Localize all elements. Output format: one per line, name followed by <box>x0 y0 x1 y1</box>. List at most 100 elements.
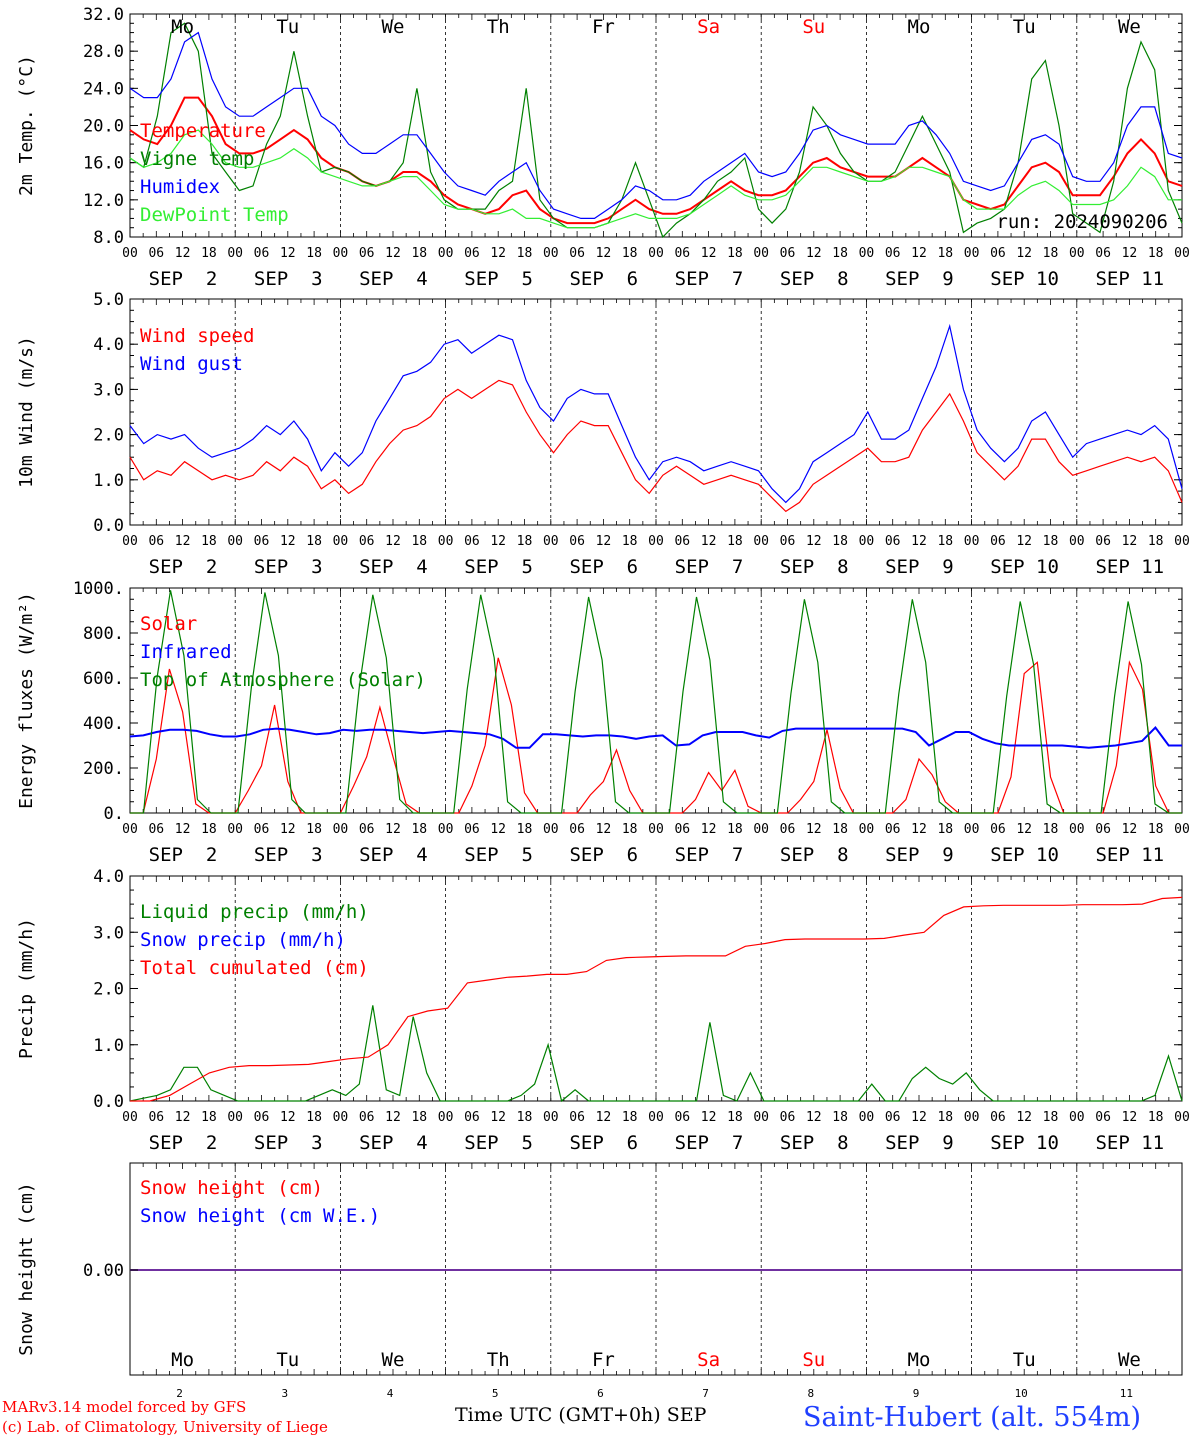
hour-tick-label: 18 <box>411 534 427 549</box>
hour-tick-label: 12 <box>280 822 296 837</box>
hour-tick-label: 00 <box>964 822 980 837</box>
hour-tick-label: 12 <box>701 822 717 837</box>
hour-tick-label: 06 <box>780 822 796 837</box>
hour-tick-label: 06 <box>1095 1110 1111 1125</box>
hour-tick-label: 06 <box>569 1110 585 1125</box>
y-tick-label: 3.0 <box>93 923 124 943</box>
x-axis-title-text: Time UTC (GMT+0h) <box>455 1404 661 1426</box>
hour-tick-label: 18 <box>622 1110 638 1125</box>
hour-tick-label: 06 <box>148 534 164 549</box>
hour-tick-label: 00 <box>753 1110 769 1125</box>
hour-tick-label: 18 <box>727 822 743 837</box>
hour-tick-label: 06 <box>148 246 164 261</box>
legend-entry: Infrared <box>140 641 232 663</box>
legend-entry: Snow height (cm W.E.) <box>140 1205 380 1227</box>
hour-tick-label: 18 <box>1148 822 1164 837</box>
day-name-bottom: Fr <box>592 1349 615 1371</box>
hour-tick-label: 06 <box>569 246 585 261</box>
date-label: SEP 10 <box>990 844 1059 866</box>
date-label: SEP 11 <box>1095 844 1164 866</box>
y-tick-label: 28.0 <box>83 42 124 62</box>
date-label: SEP 5 <box>464 844 533 866</box>
station-label: Saint-Hubert (alt. 554m) <box>803 1402 1142 1433</box>
bottom-day-number: 3 <box>281 1387 288 1400</box>
hour-tick-label: 18 <box>727 246 743 261</box>
hour-tick-label: 12 <box>806 1110 822 1125</box>
y-tick-label: 3.0 <box>93 380 124 400</box>
hour-tick-label: 06 <box>885 534 901 549</box>
series-line <box>129 725 1182 749</box>
hour-tick-label: 06 <box>990 534 1006 549</box>
y-tick-label: 200. <box>83 759 124 779</box>
hour-tick-label: 12 <box>385 246 401 261</box>
hour-tick-label: 00 <box>438 246 454 261</box>
y-tick-label: 16.0 <box>83 154 124 174</box>
hour-tick-label: 12 <box>1016 246 1032 261</box>
y-tick-label: 600. <box>83 669 124 689</box>
y-tick-label: 2.0 <box>93 426 124 446</box>
bottom-day-number: 8 <box>807 1387 814 1400</box>
hour-tick-label: 18 <box>832 246 848 261</box>
date-label: SEP 8 <box>780 556 849 578</box>
y-tick-label: 20.0 <box>83 117 124 137</box>
bottom-day-number: 5 <box>492 1387 499 1400</box>
hour-tick-label: 06 <box>464 822 480 837</box>
hour-tick-label: 18 <box>1148 1110 1164 1125</box>
hour-tick-label: 00 <box>122 534 138 549</box>
hour-tick-label: 18 <box>1148 246 1164 261</box>
hour-tick-label: 06 <box>569 534 585 549</box>
day-name-bottom: Mo <box>171 1349 194 1371</box>
hour-tick-label: 06 <box>254 246 270 261</box>
date-label: SEP 3 <box>254 268 323 290</box>
hour-tick-label: 12 <box>596 822 612 837</box>
date-label: SEP 2 <box>149 268 218 290</box>
hour-tick-label: 06 <box>148 1110 164 1125</box>
hour-tick-label: 00 <box>333 822 349 837</box>
hour-tick-label: 18 <box>201 822 217 837</box>
hour-tick-label: 12 <box>490 1110 506 1125</box>
legend-entry: Temperature <box>140 120 266 142</box>
hour-tick-label: 18 <box>517 822 533 837</box>
y-tick-label: 2.0 <box>93 980 124 1000</box>
hour-tick-label: 18 <box>306 1110 322 1125</box>
y-tick-label: 0.00 <box>83 1261 124 1281</box>
date-label: SEP 4 <box>359 1132 428 1154</box>
legend-entry: Vigne temp <box>140 148 254 170</box>
hour-tick-label: 06 <box>990 246 1006 261</box>
hour-tick-label: 12 <box>911 246 927 261</box>
hour-tick-label: 00 <box>753 822 769 837</box>
hour-tick-label: 00 <box>227 534 243 549</box>
hour-tick-label: 18 <box>1148 534 1164 549</box>
hour-tick-label: 18 <box>1043 822 1059 837</box>
bottom-day-number: 10 <box>1015 1387 1028 1400</box>
hour-tick-label: 18 <box>937 1110 953 1125</box>
hour-tick-label: 18 <box>727 534 743 549</box>
series-line <box>129 379 1183 513</box>
legend-entry: Humidex <box>140 176 220 198</box>
hour-tick-label: 06 <box>569 822 585 837</box>
bottom-day-number: 7 <box>702 1387 709 1400</box>
hour-tick-label: 12 <box>1122 246 1138 261</box>
day-name-bottom: Su <box>802 1349 825 1371</box>
hour-tick-label: 06 <box>464 246 480 261</box>
hour-tick-label: 06 <box>674 822 690 837</box>
hour-tick-label: 18 <box>727 1110 743 1125</box>
hour-tick-label: 00 <box>438 1110 454 1125</box>
date-label: SEP 10 <box>990 268 1059 290</box>
hour-tick-label: 12 <box>911 534 927 549</box>
day-name: Mo <box>908 16 931 38</box>
date-label: SEP 6 <box>569 1132 638 1154</box>
hour-tick-label: 00 <box>122 822 138 837</box>
day-name-bottom: Tu <box>1013 1349 1036 1371</box>
legend-entry: Wind gust <box>140 353 243 375</box>
hour-tick-label: 18 <box>1043 246 1059 261</box>
legend-entry: Wind speed <box>140 325 254 347</box>
series-line <box>129 1005 1183 1103</box>
hour-tick-label: 12 <box>1122 822 1138 837</box>
hour-tick-label: 12 <box>701 1110 717 1125</box>
date-label: SEP 2 <box>149 1132 218 1154</box>
legend-entry: DewPoint Temp <box>140 204 289 226</box>
series-line <box>129 323 1183 504</box>
bottom-day-number: 11 <box>1120 1387 1133 1400</box>
